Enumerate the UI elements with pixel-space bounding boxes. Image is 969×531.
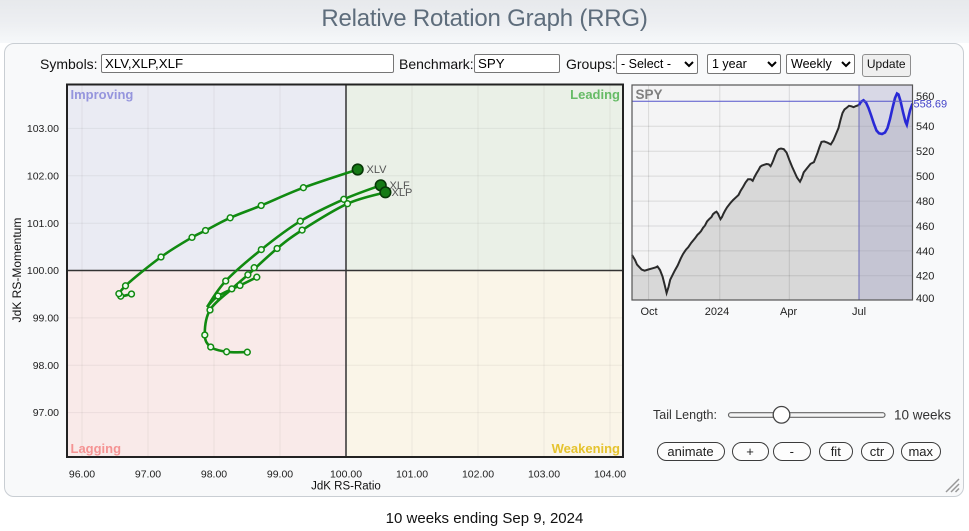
svg-text:420: 420: [916, 271, 934, 283]
svg-text:520: 520: [916, 146, 934, 158]
svg-text:Tail Length:: Tail Length:: [653, 408, 717, 422]
svg-text:Improving: Improving: [71, 87, 134, 102]
svg-text:97.00: 97.00: [135, 469, 161, 481]
svg-text:XLV: XLV: [367, 164, 388, 176]
svg-text:101.00: 101.00: [396, 469, 428, 481]
svg-text:SPY: SPY: [636, 87, 663, 102]
svg-text:2024: 2024: [705, 306, 729, 318]
svg-text:XLP: XLP: [392, 187, 413, 199]
svg-text:540: 540: [916, 121, 934, 133]
svg-text:103.00: 103.00: [27, 123, 59, 135]
svg-text:JdK RS-Momentum: JdK RS-Momentum: [10, 218, 24, 323]
svg-text:99.00: 99.00: [33, 313, 59, 325]
svg-text:100.00: 100.00: [27, 265, 59, 277]
svg-text:98.00: 98.00: [201, 469, 227, 481]
svg-text:XLF: XLF: [390, 180, 410, 192]
svg-text:Leading: Leading: [570, 87, 620, 102]
svg-text:Weakening: Weakening: [552, 441, 620, 456]
svg-text:558.69: 558.69: [914, 98, 948, 110]
svg-text:Jul: Jul: [852, 306, 866, 318]
svg-text:102.00: 102.00: [27, 170, 59, 182]
svg-text:10 weeks ending Sep 9, 2024: 10 weeks ending Sep 9, 2024: [386, 510, 584, 527]
svg-text:102.00: 102.00: [462, 469, 494, 481]
svg-text:97.00: 97.00: [33, 407, 59, 419]
svg-text:480: 480: [916, 196, 934, 208]
svg-text:96.00: 96.00: [69, 469, 95, 481]
svg-text:98.00: 98.00: [33, 360, 59, 372]
svg-text:560: 560: [916, 91, 934, 103]
svg-text:100.00: 100.00: [330, 469, 362, 481]
svg-text:101.00: 101.00: [27, 218, 59, 230]
svg-text:400: 400: [916, 293, 934, 305]
svg-text:Apr: Apr: [780, 306, 797, 318]
svg-text:103.00: 103.00: [528, 469, 560, 481]
svg-text:Oct: Oct: [640, 306, 657, 318]
svg-text:10 weeks: 10 weeks: [894, 408, 951, 423]
svg-text:460: 460: [916, 221, 934, 233]
svg-text:JdK RS-Ratio: JdK RS-Ratio: [311, 481, 381, 493]
svg-text:Lagging: Lagging: [71, 441, 122, 456]
svg-text:440: 440: [916, 246, 934, 258]
svg-text:500: 500: [916, 171, 934, 183]
svg-text:99.00: 99.00: [267, 469, 293, 481]
svg-text:104.00: 104.00: [594, 469, 626, 481]
